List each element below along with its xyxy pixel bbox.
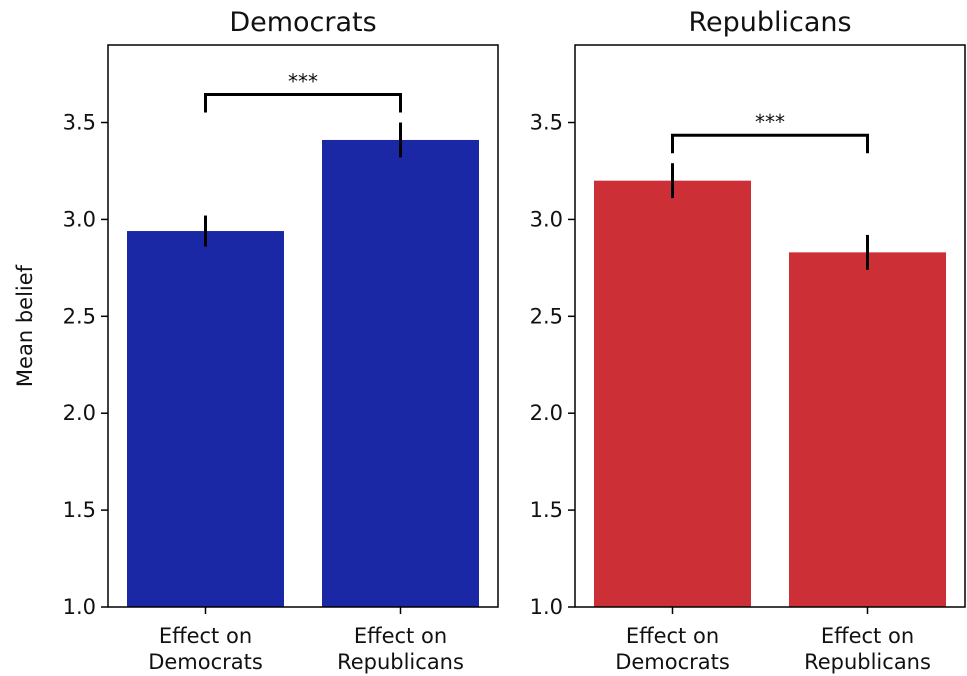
x-tick-label-line: Democrats xyxy=(615,650,730,674)
axes-frame xyxy=(107,44,499,608)
x-tick-label: Effect on Democrats xyxy=(148,624,263,674)
x-tick-label-line: Democrats xyxy=(148,650,263,674)
y-tick-label: 2.5 xyxy=(63,304,96,328)
panel-republicans: Republicans *** 1.0 1.5 2.0 2.5 3.0 3.5 Effect … xyxy=(530,7,966,674)
axes-frame xyxy=(574,44,966,608)
y-tick-label: 2.5 xyxy=(530,304,563,328)
y-tick-label: 2.0 xyxy=(530,401,563,425)
significance-label: *** xyxy=(288,70,318,94)
panel-title: Republicans xyxy=(688,7,851,38)
y-tick-label: 2.0 xyxy=(63,401,96,425)
x-tick-label: Effect on Republicans xyxy=(337,624,464,674)
x-tick-label-line: Effect on xyxy=(159,624,252,648)
y-axis-label: Mean belief xyxy=(13,264,37,387)
x-tick-label: Effect on Democrats xyxy=(615,624,730,674)
x-tick-label-line: Effect on xyxy=(354,624,447,648)
panel-title: Democrats xyxy=(229,7,376,38)
y-tick-label: 1.5 xyxy=(530,498,563,522)
x-tick-label: Effect on Republicans xyxy=(804,624,931,674)
y-tick-label: 1.0 xyxy=(530,595,563,619)
x-tick-label-line: Effect on xyxy=(626,624,719,648)
y-tick-label: 1.5 xyxy=(63,498,96,522)
x-tick-label-line: Republicans xyxy=(804,650,931,674)
significance-label: *** xyxy=(755,110,785,134)
significance-bracket xyxy=(204,93,402,113)
y-tick-label: 3.0 xyxy=(63,207,96,231)
significance-bracket xyxy=(671,133,869,154)
bar xyxy=(789,252,946,607)
y-tick-label: 1.0 xyxy=(63,595,96,619)
bar xyxy=(322,139,479,607)
panel-democrats: Democrats *** 1.0 1.5 2.0 2.5 3.0 3.5 Effect on… xyxy=(63,7,499,674)
x-tick-label-line: Effect on xyxy=(821,624,914,648)
bar xyxy=(594,180,751,608)
x-tick-label-line: Republicans xyxy=(337,650,464,674)
bar xyxy=(127,231,284,607)
y-tick-label: 3.0 xyxy=(530,207,563,231)
y-tick-label: 3.5 xyxy=(63,111,96,135)
y-tick-label: 3.5 xyxy=(530,111,563,135)
